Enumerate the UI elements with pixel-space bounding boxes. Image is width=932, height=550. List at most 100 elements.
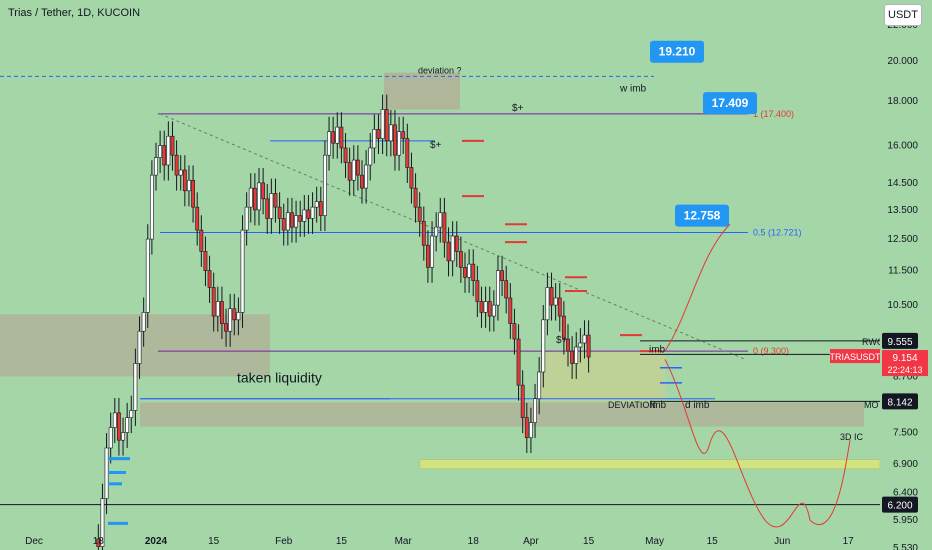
time-axis-tick: 15	[336, 536, 348, 547]
time-axis-tick: 17	[843, 536, 855, 547]
level-badge-value: 6.200	[887, 501, 912, 512]
candle-body	[549, 287, 554, 306]
candle-body	[158, 145, 163, 158]
candle-body	[117, 412, 121, 441]
candle-body	[512, 323, 517, 340]
candle-body	[327, 131, 331, 156]
candle-body	[520, 384, 525, 418]
candle-body	[364, 164, 369, 189]
candle-body	[397, 131, 401, 156]
price-axis-tick: 10.500	[887, 300, 918, 311]
time-axis-tick: 15	[208, 536, 220, 547]
candle-body	[104, 447, 109, 499]
candle-body	[182, 169, 187, 192]
target-callout-box	[675, 204, 729, 227]
annotation-3d-ic: 3D IC	[840, 432, 864, 442]
candle-body	[524, 417, 529, 438]
candle-body	[224, 323, 228, 332]
candle-body	[529, 422, 533, 438]
candle-body	[467, 263, 472, 278]
target-callout-box	[703, 92, 757, 115]
candle-body	[463, 267, 467, 278]
candle-body	[290, 212, 294, 228]
candle-body	[257, 182, 261, 211]
candle-body	[450, 235, 455, 262]
time-axis-tick: Feb	[275, 536, 293, 547]
candle-body	[199, 229, 204, 252]
candle-body	[380, 109, 385, 139]
candle-body	[545, 287, 550, 321]
candle-body	[405, 138, 410, 168]
candle-body	[355, 159, 360, 176]
candle-body	[393, 124, 397, 156]
candle-body	[141, 312, 146, 332]
candle-body	[413, 187, 418, 208]
annotation-w-imb: w imb	[619, 84, 647, 95]
candle-body	[302, 209, 307, 222]
time-axis-tick: Mar	[395, 536, 413, 547]
time-axis-tick: Dec	[25, 536, 43, 547]
candle-body	[248, 187, 253, 208]
candle-body	[553, 297, 558, 306]
candle-body	[121, 432, 125, 441]
candle-body	[426, 244, 430, 268]
fib-label-0: 0 (9.300)	[753, 346, 789, 356]
candle-body	[331, 131, 336, 144]
symbol-title: Trias / Tether, 1D, KUCOIN	[8, 7, 141, 19]
candle-body	[100, 498, 105, 547]
annotation-imb-1: imb	[650, 400, 667, 411]
target-callout-box	[650, 40, 704, 63]
price-axis-tick: 14.500	[887, 178, 918, 189]
candle-body	[442, 212, 447, 243]
time-axis-tick: 15	[583, 536, 595, 547]
candle-body	[129, 410, 134, 418]
candle-body	[561, 315, 566, 340]
candle-body	[475, 280, 480, 302]
candle-body	[500, 270, 504, 281]
candle-body	[96, 538, 101, 547]
price-badge-value: 9.154	[892, 353, 917, 364]
candle-body	[504, 280, 509, 299]
time-axis-tick: 15	[707, 536, 719, 547]
price-axis-tick: 8.700	[893, 371, 918, 382]
candle-body	[211, 287, 216, 317]
candle-body	[487, 301, 492, 317]
imbalance-zone-yellow	[419, 459, 881, 469]
currency-button[interactable]: USDT	[884, 4, 922, 26]
fib-label-1: 1 (17.400)	[753, 109, 794, 119]
imbalance-zone-bottom	[140, 402, 864, 427]
candle-body	[582, 334, 587, 344]
candle-body	[360, 174, 364, 189]
candle-body	[125, 417, 130, 433]
candle-body	[191, 179, 195, 208]
annotation-deviation-top: deviation ?	[418, 66, 462, 76]
time-axis-tick: 2024	[145, 536, 168, 547]
candle-body	[574, 346, 579, 364]
price-axis-tick: 12.500	[887, 234, 918, 245]
candle-body	[195, 206, 200, 231]
candle-body	[261, 182, 266, 200]
candle-body	[273, 193, 278, 208]
candle-body	[491, 304, 496, 317]
candle-body	[281, 218, 286, 231]
annotation-deviation-yellow: DEVIATION	[608, 400, 656, 410]
candle-body	[149, 174, 154, 240]
candle-body	[154, 157, 158, 176]
candle-body	[351, 159, 356, 181]
target-callout-value: 19.210	[659, 45, 696, 59]
candle-body	[203, 251, 208, 271]
candle-body	[578, 342, 583, 348]
candle-body	[220, 301, 224, 324]
price-axis	[880, 0, 932, 550]
time-axis-tick: 18	[468, 536, 480, 547]
time-axis-tick: Apr	[523, 536, 539, 547]
price-axis-tick: 7.500	[893, 428, 918, 439]
price-axis-tick: 18.000	[887, 96, 918, 107]
fib-label-05: 0.5 (12.721)	[753, 227, 802, 237]
candle-body	[228, 308, 233, 332]
price-badge-countdown: 22:24:13	[887, 365, 922, 375]
annotation-d-imb: d imb	[685, 400, 710, 411]
candle-body	[178, 169, 183, 176]
candle-body	[541, 319, 546, 373]
